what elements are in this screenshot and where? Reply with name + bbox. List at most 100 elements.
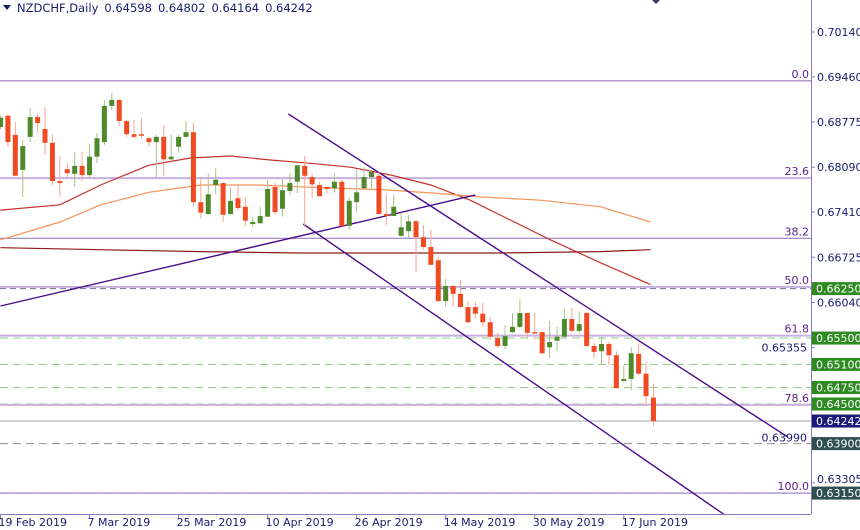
bullish-candle	[599, 336, 605, 366]
dropdown-triangle-icon[interactable]	[3, 5, 11, 10]
bullish-candle	[294, 165, 300, 193]
price-badge-label: 0.65500	[816, 332, 860, 345]
bullish-candle	[228, 187, 234, 215]
bullish-candle	[628, 347, 634, 391]
price-badge-label: 0.64750	[816, 382, 860, 395]
candle-body	[569, 318, 575, 331]
candle-body	[257, 216, 263, 224]
candle-body	[101, 105, 107, 143]
bearish-candle	[161, 125, 167, 176]
bullish-candle	[361, 167, 367, 189]
bearish-candle	[613, 351, 619, 389]
bullish-candle	[250, 216, 256, 228]
candle-body	[27, 117, 33, 137]
bearish-candle	[138, 117, 144, 139]
candle-body	[554, 336, 560, 341]
bearish-candle	[376, 171, 382, 215]
bullish-candle	[391, 194, 397, 217]
price-tick-label: 0.66725	[817, 251, 860, 264]
bullish-candle	[183, 121, 189, 137]
candle-body	[398, 227, 404, 236]
candle-body	[517, 312, 523, 327]
fib-label: 78.6	[785, 392, 810, 405]
bearish-candle	[650, 384, 656, 427]
candle-body	[287, 183, 293, 191]
bullish-candle	[213, 167, 219, 195]
bullish-candle	[547, 320, 553, 358]
moving-average-ma-slow	[0, 184, 651, 241]
fib-label: 61.8	[785, 323, 810, 336]
bullish-candle	[509, 312, 515, 333]
bullish-candle	[443, 278, 449, 308]
time-tick-label: 19 Feb 2019	[0, 516, 67, 529]
candle-body	[124, 121, 130, 135]
candle-body	[420, 237, 426, 248]
candle-body	[72, 165, 78, 174]
candle-body	[561, 318, 567, 337]
candle-body	[279, 190, 285, 209]
price-badge-bg	[812, 397, 860, 411]
bullish-candle	[101, 99, 107, 145]
candle-body	[57, 181, 63, 184]
candle-body	[509, 326, 515, 333]
price-tick-label: 0.65355	[762, 342, 808, 355]
low-value: 0.64164	[211, 1, 260, 15]
bearish-candle	[450, 285, 456, 308]
bearish-candle	[339, 179, 345, 226]
candle-body	[435, 260, 441, 302]
fib-label: 50.0	[785, 274, 810, 287]
bearish-candle	[235, 185, 241, 211]
price-badge-label: 0.63900	[816, 438, 860, 451]
bearish-candle	[116, 99, 122, 126]
candle-body	[176, 136, 182, 147]
bullish-candle	[205, 173, 211, 215]
price-badge: 0.63150	[812, 486, 860, 500]
candle-body	[265, 188, 271, 217]
price-badge-label: 0.66250	[816, 283, 860, 296]
bullish-candle	[331, 173, 337, 193]
price-tick-label: 0.67410	[817, 206, 860, 219]
bearish-candle	[465, 301, 471, 323]
price-badge-label: 0.63150	[816, 487, 860, 500]
bearish-candle	[584, 311, 590, 348]
bearish-candle	[480, 303, 486, 327]
price-tick-label: 0.68775	[817, 116, 860, 129]
candle-body	[465, 307, 471, 323]
price-badge-bg	[812, 486, 860, 500]
bearish-candle	[272, 183, 278, 215]
candle-body	[354, 192, 360, 203]
candle-body	[205, 194, 211, 215]
bearish-candle	[124, 119, 130, 137]
moving-average-ma-fast	[0, 155, 651, 286]
candle-body	[168, 156, 174, 160]
price-badge: 0.64500	[812, 397, 860, 411]
candle-body	[576, 324, 582, 331]
candle-body	[650, 397, 656, 422]
price-badge: 0.65100	[812, 357, 860, 371]
price-tick-label: 0.66040	[817, 296, 860, 309]
bearish-candle	[643, 361, 649, 407]
bearish-candle	[220, 183, 226, 222]
candle-body	[49, 142, 55, 182]
candle-body	[591, 345, 597, 352]
bearish-candle	[569, 307, 575, 333]
bullish-candle	[257, 206, 263, 224]
bearish-candle	[435, 256, 441, 302]
candle-body	[79, 165, 85, 176]
plot-area	[0, 80, 811, 514]
price-tick-label: 0.70140	[817, 26, 860, 39]
candle-body	[309, 177, 315, 185]
bearish-candle	[198, 177, 204, 219]
price-badge-bg	[812, 381, 860, 395]
bearish-candle	[539, 332, 545, 354]
bearish-candle	[413, 219, 419, 273]
bullish-candle	[287, 173, 293, 195]
price-badge-bg	[812, 331, 860, 345]
candle-body	[20, 146, 26, 170]
bullish-candle	[20, 140, 26, 197]
price-badge: 0.63900	[812, 437, 860, 451]
bullish-candle	[109, 92, 115, 110]
candle-body	[228, 200, 234, 215]
candle-body	[406, 221, 412, 232]
